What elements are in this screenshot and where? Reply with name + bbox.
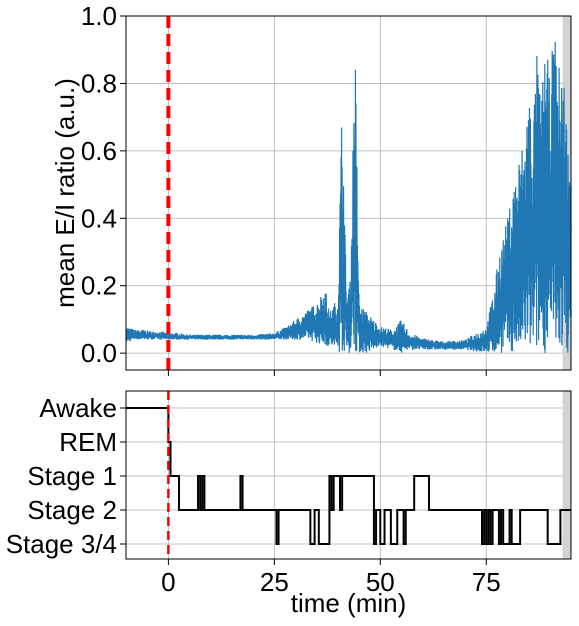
bottom-x-axis-label: time (min) xyxy=(291,588,407,618)
bottom-y-tick-label: REM xyxy=(59,427,117,457)
top-y-axis-label: mean E/I ratio (a.u.) xyxy=(50,78,80,308)
top-series-ei-ratio xyxy=(125,42,572,353)
top-series-line xyxy=(125,42,572,353)
bottom-x-tick-label: 0 xyxy=(161,567,175,597)
top-y-tick-label: 0.2 xyxy=(81,271,117,301)
bottom-y-ticks: Awake REM Stage 1 Stage 2 Stage 3/4 xyxy=(6,393,126,559)
bottom-x-ticks: 0 25 50 75 xyxy=(161,559,501,597)
bottom-y-tick-label: Stage 3/4 xyxy=(6,529,117,559)
top-axes-frame xyxy=(125,15,572,371)
top-y-tick-label: 0.6 xyxy=(81,136,117,166)
top-y-tick-label: 0.4 xyxy=(81,203,117,233)
top-y-tick-label: 0.0 xyxy=(81,338,117,368)
top-y-tick-label: 1.0 xyxy=(81,1,117,31)
bottom-y-tick-label: Stage 1 xyxy=(27,461,117,491)
top-x-ticks xyxy=(167,370,487,376)
bottom-x-tick-label: 75 xyxy=(472,567,501,597)
bottom-x-tick-label: 25 xyxy=(260,567,289,597)
bottom-shaded-band xyxy=(562,391,571,559)
bottom-shaded-region xyxy=(562,391,571,559)
bottom-axes-frame xyxy=(125,390,572,560)
bottom-series-hypnogram xyxy=(126,407,571,545)
top-y-ticks: 0.0 0.2 0.4 0.6 0.8 1.0 xyxy=(81,1,126,368)
top-panel: 0.0 0.2 0.4 0.6 0.8 1.0 mean E/I ratio (a.u.) xyxy=(50,1,572,376)
top-y-tick-label: 0.8 xyxy=(81,68,117,98)
bottom-y-tick-label: Stage 2 xyxy=(27,495,117,525)
bottom-x-tick-label: 50 xyxy=(366,567,395,597)
hypnogram-line xyxy=(126,407,571,545)
bottom-y-tick-label: Awake xyxy=(39,393,117,423)
